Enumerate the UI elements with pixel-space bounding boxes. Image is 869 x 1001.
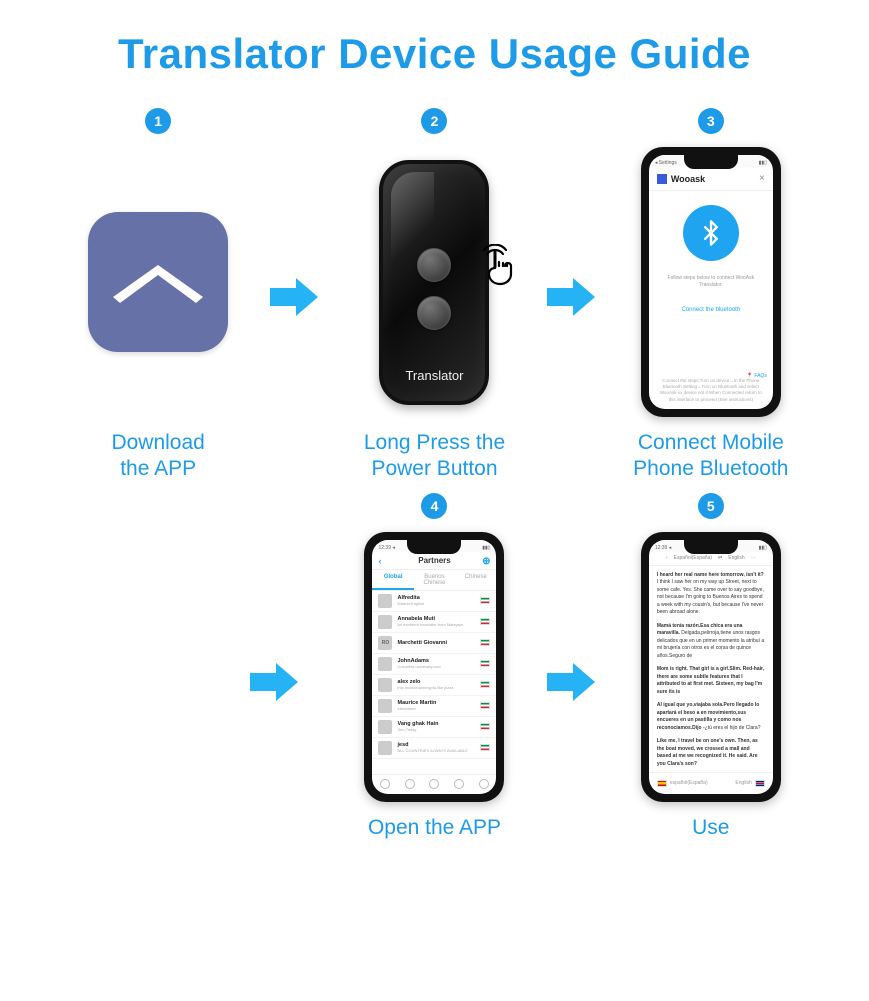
tab-buenos: Buenos Chinese [414, 570, 455, 590]
translate-paragraph: I heard her real name here tomorrow, isn… [657, 572, 765, 617]
avatar [378, 741, 392, 755]
avatar [378, 657, 392, 671]
phone-mock-partners: 12:39 ◂▮▮▯ ‹ Partners ⊕ Global Buenos Ch… [364, 532, 504, 802]
flag-icon [480, 702, 490, 709]
bluetooth-app-name: Wooask [671, 174, 705, 184]
avatar [378, 678, 392, 692]
step-badge-4: 4 [421, 493, 447, 519]
avatar: RO [378, 636, 392, 650]
translate-paragraph: Mom is right. That girl is a girl.Slim. … [657, 666, 765, 696]
partners-tabs: Global Buenos Chinese Chinese [372, 570, 496, 591]
list-item: Maurice Martinelsewhere [372, 696, 496, 717]
phone-status-bar: 12:39 ◂▮▮▯ [649, 540, 773, 552]
flag-icon [480, 639, 490, 646]
translate-body: I heard her real name here tomorrow, isn… [649, 566, 773, 772]
list-item: Annabela Mutian excellent translator fro… [372, 612, 496, 633]
partners-list: AlfreditaMadrid·EnglishAnnabela Mutian e… [372, 591, 496, 774]
phone-bottom-nav [372, 774, 496, 794]
avatar [378, 615, 392, 629]
avatar [378, 720, 392, 734]
partners-header: ‹ Partners ⊕ [372, 552, 496, 570]
phone-status-bar: 12:39 ◂▮▮▯ [372, 540, 496, 552]
flag-es-icon [657, 780, 667, 787]
step-5: 5 12:39 ◂▮▮▯ ‹Español(España)⇄English⋯ I… [573, 493, 849, 841]
phone-mock-translate: 12:39 ◂▮▮▯ ‹Español(España)⇄English⋯ I h… [641, 532, 781, 802]
list-item: JohnAdamsColumbia university,cool [372, 654, 496, 675]
back-icon: ‹ [378, 556, 381, 566]
step-badge-5: 5 [698, 493, 724, 519]
steps-row-2: 4 12:39 ◂▮▮▯ ‹ Partners ⊕ Global Buenos … [20, 493, 849, 841]
add-icon: ⊕ [482, 556, 490, 567]
translate-paragraph: Al igual que yo,viajaba sola.Pero llegad… [657, 702, 765, 732]
step-badge-1: 1 [145, 108, 171, 134]
flag-icon [480, 681, 490, 688]
step-3-caption: Connect Mobile Phone Bluetooth [633, 430, 788, 483]
bluetooth-icon [683, 205, 739, 261]
tab-chinese: Chinese [455, 570, 496, 590]
translate-footer: español(España) English [649, 772, 773, 794]
app-icon [88, 212, 228, 352]
bluetooth-footer-text: Connect the steps:Turn on device→In the … [649, 374, 773, 409]
device-button-bottom [417, 296, 451, 330]
faq-link: 📍 FAQs [747, 373, 767, 379]
flag-icon [480, 723, 490, 730]
step-badge-2: 2 [421, 108, 447, 134]
flag-icon [480, 660, 490, 667]
step-4-caption: Open the APP [368, 815, 501, 841]
step-3: 3 ◂ Settings▮▮▯ Wooask × [573, 108, 849, 483]
tab-global: Global [372, 570, 413, 590]
avatar [378, 699, 392, 713]
step-1-caption: Download the APP [111, 430, 204, 483]
flag-en-icon [755, 780, 765, 787]
avatar [378, 594, 392, 608]
close-icon: × [759, 173, 765, 184]
device-label: Translator [383, 368, 485, 383]
wooask-logo-icon [657, 174, 667, 184]
tap-cursor-icon [475, 244, 521, 290]
device-button-top [417, 248, 451, 282]
translate-paragraph: Mamá tenía razón.Esa chica era una marav… [657, 623, 765, 661]
list-item: alex zelointo blockchain/crypto,like piz… [372, 675, 496, 696]
step-4: 4 12:39 ◂▮▮▯ ‹ Partners ⊕ Global Buenos … [296, 493, 572, 841]
translate-header: ‹Español(España)⇄English⋯ [649, 552, 773, 566]
phone-mock-bluetooth: ◂ Settings▮▮▯ Wooask × Follow steps belo… [641, 147, 781, 417]
page-title: Translator Device Usage Guide [20, 30, 849, 78]
list-item: ROMarchetti Giovanni [372, 633, 496, 654]
step-5-caption: Use [692, 815, 729, 841]
translate-paragraph: Like me, I travel be on one's own. Then,… [657, 738, 765, 768]
list-item: AlfreditaMadrid·English [372, 591, 496, 612]
step-badge-3: 3 [698, 108, 724, 134]
steps-row-1: 1 Download the APP 2 Translator [20, 108, 849, 483]
arrow-icon [250, 663, 298, 701]
connect-bluetooth-link: Connect the bluetooth [681, 307, 740, 313]
step-1: 1 Download the APP [20, 108, 296, 483]
flag-icon [480, 744, 490, 751]
flag-icon [480, 618, 490, 625]
list-item: Vang ghak HainSeo,Today [372, 717, 496, 738]
phone-status-bar: ◂ Settings▮▮▯ [649, 155, 773, 167]
translator-device: Translator [379, 160, 489, 405]
list-item: jesdALL COUNTRIES ALWAYS AVAILABLE [372, 738, 496, 759]
bluetooth-hint: Follow steps below to connect WooAsk Tra… [649, 275, 773, 289]
flag-icon [480, 597, 490, 604]
step-2: 2 Translator Long Press the Power B [296, 108, 572, 483]
step-2-caption: Long Press the Power Button [364, 430, 505, 483]
app-icon-roof-glyph [108, 255, 208, 309]
